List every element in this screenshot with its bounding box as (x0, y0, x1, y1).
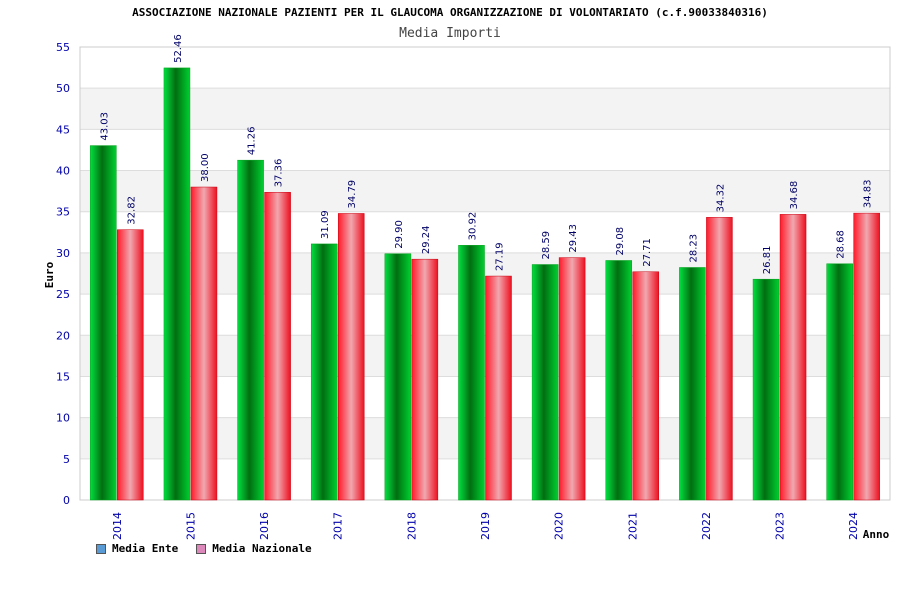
x-tick-label: 2018 (405, 512, 418, 540)
bar (190, 186, 218, 501)
data-label: 29.24 (421, 226, 432, 255)
bar (237, 159, 264, 501)
data-label: 28.68 (836, 230, 847, 259)
x-tick-label: 2017 (332, 512, 345, 540)
data-label: 31.09 (320, 210, 331, 239)
data-label: 29.08 (615, 227, 626, 256)
x-axis-ticks: 2014 2015 2016 2017 2018 2019 2020 2021 2022 2023… (111, 512, 860, 540)
bar (826, 263, 853, 501)
y-tick-label: 5 (63, 453, 70, 466)
grid-band (80, 129, 890, 171)
bar (485, 275, 512, 501)
bar (531, 264, 559, 501)
bar (752, 278, 780, 501)
data-label: 41.26 (247, 127, 258, 156)
bar (411, 258, 439, 501)
x-tick-label: 2023 (774, 512, 787, 540)
data-label: 37.36 (274, 159, 285, 188)
bar (384, 253, 412, 501)
legend-item-media-nazionale: Media Nazionale (196, 542, 312, 555)
y-tick-label: 45 (56, 123, 70, 136)
legend-item-media-ente: Media Ente (96, 542, 178, 555)
grid-band (80, 47, 890, 89)
data-labels: 43.03 32.82 52.46 38.00 41.26 37.36 31.09 34.79… (99, 34, 873, 274)
y-tick-label: 0 (63, 494, 70, 507)
data-label: 43.03 (99, 112, 110, 141)
bar (163, 67, 191, 501)
y-axis-label: Euro (43, 261, 56, 288)
data-label: 30.92 (468, 212, 479, 241)
x-tick-label: 2020 (553, 512, 566, 540)
bar (605, 260, 633, 501)
y-tick-label: 20 (56, 329, 70, 342)
data-label: 34.79 (347, 180, 358, 209)
data-label: 29.43 (568, 224, 579, 253)
y-tick-label: 40 (56, 165, 70, 178)
bar (779, 214, 807, 501)
plot-border (79, 46, 891, 501)
legend-label-media-ente: Media Ente (112, 542, 179, 555)
bar (337, 213, 365, 501)
data-label: 38.00 (200, 153, 211, 182)
data-label: 26.81 (762, 246, 773, 275)
bar (90, 145, 117, 501)
data-label: 27.71 (642, 238, 653, 267)
y-tick-label: 10 (56, 412, 70, 425)
x-tick-label: 2019 (479, 512, 492, 540)
bars (90, 67, 880, 501)
data-label: 28.23 (688, 234, 699, 263)
x-tick-label: 2015 (184, 512, 197, 540)
bar (117, 229, 144, 501)
data-label: 52.46 (173, 34, 184, 63)
chart-title: ASSOCIAZIONE NAZIONALE PAZIENTI PER IL G… (132, 6, 768, 19)
data-label: 32.82 (126, 196, 137, 225)
y-tick-label: 35 (56, 206, 70, 219)
x-tick-label: 2024 (847, 512, 860, 540)
data-label: 34.83 (863, 179, 874, 208)
data-label: 28.59 (541, 231, 552, 260)
x-axis-label: Anno (863, 528, 890, 541)
data-label: 29.90 (394, 220, 405, 249)
data-label: 34.68 (789, 181, 800, 210)
bar (458, 245, 485, 501)
bar (310, 243, 338, 501)
bar (706, 217, 733, 501)
y-tick-label: 15 (56, 370, 70, 383)
bar (632, 271, 660, 501)
bar (679, 267, 706, 501)
bar (558, 257, 586, 501)
data-label: 34.32 (715, 184, 726, 213)
bar (853, 212, 880, 501)
bar (264, 192, 291, 501)
x-tick-label: 2021 (626, 512, 639, 540)
data-label: 27.19 (495, 242, 506, 271)
x-tick-label: 2014 (111, 512, 124, 540)
y-tick-label: 30 (56, 247, 70, 260)
legend: Media Ente Media Nazionale (96, 542, 312, 555)
y-tick-label: 50 (56, 82, 70, 95)
legend-label-media-nazionale: Media Nazionale (212, 542, 312, 555)
legend-swatch-media-nazionale (196, 543, 207, 554)
legend-swatch-media-ente (96, 543, 106, 554)
y-tick-label: 55 (56, 41, 70, 54)
grid-band (80, 88, 890, 130)
x-tick-label: 2016 (258, 512, 271, 540)
y-axis-ticks: 0 5 10 15 20 25 30 35 40 45 50 55 (56, 41, 70, 507)
chart-subtitle: Media Importi (399, 26, 501, 41)
y-tick-label: 25 (56, 288, 70, 301)
x-tick-label: 2022 (700, 512, 713, 540)
